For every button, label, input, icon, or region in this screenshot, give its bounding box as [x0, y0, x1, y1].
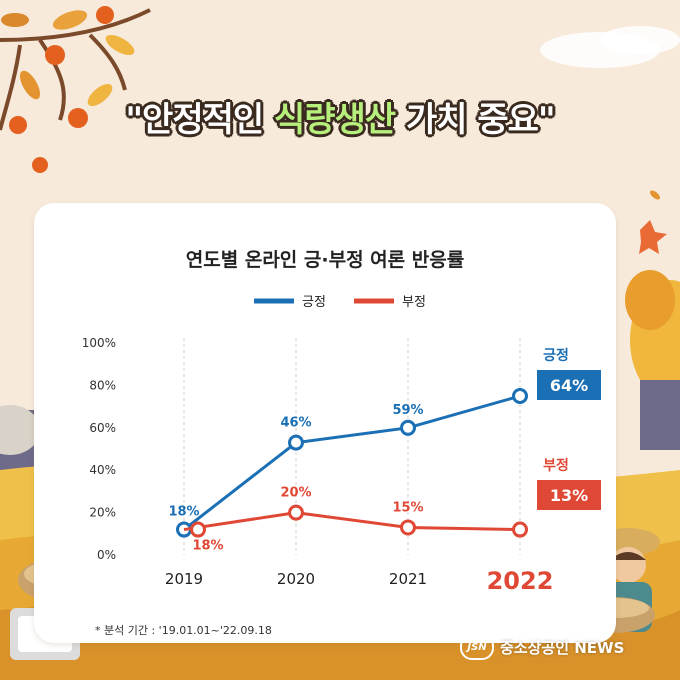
data-point — [400, 519, 416, 536]
series-line-1 — [183, 511, 521, 532]
x-tick-label: 2019 — [165, 570, 203, 588]
legend: 긍정 부정 — [254, 295, 426, 310]
y-tick-label: 100% — [82, 336, 116, 350]
y-tick-label: 60% — [89, 421, 116, 435]
y-axis: 0% 20% 40% 60% 80% 100% — [82, 336, 116, 562]
legend-label-1: 부정 — [402, 295, 426, 310]
data-label: 46% — [280, 416, 311, 431]
series-layer: 18% 46% 59% 긍정 64% 18% 20% 15% 부정 13% — [168, 347, 601, 554]
line-chart: 연도별 온라인 긍·부정 여론 반응률 긍정 부정 0%20%40%60%80%1… — [82, 249, 601, 595]
x-tick-label: 2020 — [277, 570, 315, 588]
data-point — [400, 419, 416, 436]
publisher-name: 중소상공인 NEWS — [500, 638, 625, 657]
data-point — [288, 504, 304, 521]
x-axis: 2019 2020 2021 2022 — [165, 567, 553, 595]
y-tick-label: 0% — [97, 548, 116, 562]
callout-box — [537, 370, 601, 400]
legend-label-0: 긍정 — [302, 295, 326, 310]
data-point — [190, 521, 206, 538]
callout-value: 64% — [550, 376, 588, 395]
y-tick-label: 40% — [89, 463, 116, 477]
data-label: 15% — [392, 500, 423, 515]
source-credit: JSN 중소상공인 NEWS — [460, 632, 665, 662]
data-point — [512, 521, 528, 538]
publisher-logo: JSN — [460, 634, 494, 660]
footnote: * 분석 기간 : '19.01.01~'22.09.18 — [95, 624, 272, 637]
data-point — [288, 434, 304, 451]
data-label: 18% — [192, 539, 223, 554]
series-line-0 — [183, 394, 521, 531]
x-tick-label: 2022 — [487, 567, 554, 595]
data-label: 20% — [280, 486, 311, 501]
y-tick-label: 20% — [89, 506, 116, 520]
chart-title: 연도별 온라인 긍·부정 여론 반응률 — [186, 249, 464, 271]
data-label: 18% — [168, 505, 199, 520]
headline-open: "안정적인 — [125, 100, 275, 140]
data-label: 59% — [392, 403, 423, 418]
x-tick-label: 2021 — [389, 570, 427, 588]
y-tick-label: 80% — [89, 378, 116, 392]
callout-series-name: 긍정 — [543, 347, 569, 364]
chart-card — [34, 203, 616, 643]
headline-close: 가치 중요" — [395, 100, 556, 140]
callout-box — [537, 480, 601, 510]
data-point — [512, 388, 528, 404]
callout-value: 13% — [550, 486, 588, 505]
headline: "안정적인 식량생산 가치 중요" — [0, 92, 680, 141]
callout-series-name: 부정 — [543, 457, 569, 474]
headline-highlight: 식량생산 — [274, 100, 396, 140]
